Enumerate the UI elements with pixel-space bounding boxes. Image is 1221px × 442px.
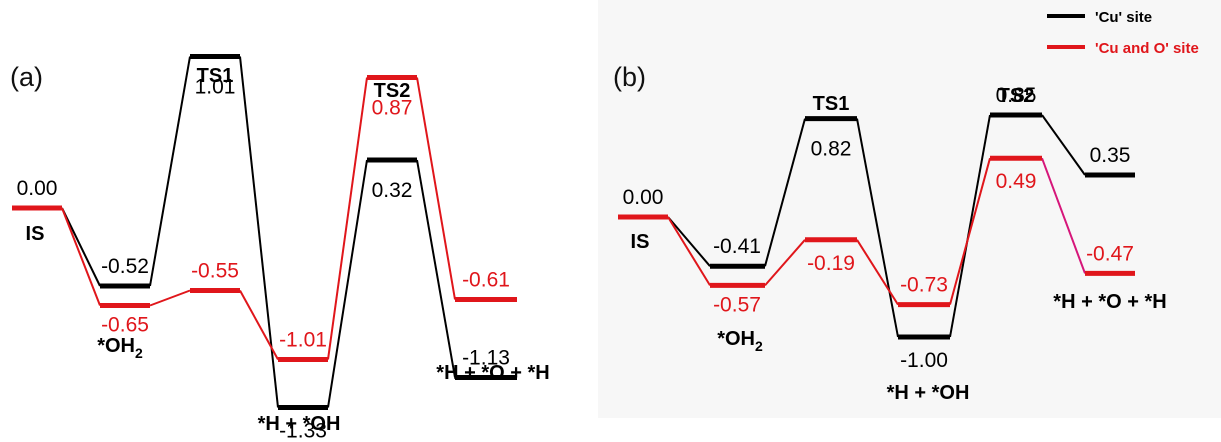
connector-cu-site-4 <box>416 159 456 378</box>
state-label-3: *H + *OH <box>258 413 341 435</box>
connector-cu-site-0 <box>61 207 101 287</box>
connector-cu-and-o-site-4 <box>1041 157 1086 274</box>
panel-b: (b) 0.00 -0.41 0.82 -1.00 0.85 0.35 -0.57 -0.19… <box>613 62 1167 404</box>
value-label-cu-and-o-site-5: -0.61 <box>462 269 510 292</box>
connector-cu-and-o-site-0 <box>667 216 711 286</box>
connector-cu-site-4 <box>1041 114 1086 176</box>
value-label-cu-and-o-site-4: 0.49 <box>996 170 1037 193</box>
panel-a-label: (a) <box>10 62 43 92</box>
value-label-cu-site-0: 0.00 <box>17 177 58 200</box>
value-label-cu-site-3: -1.00 <box>900 349 948 372</box>
series-cu-site: 0.00 -0.41 0.82 -1.00 0.85 0.35 <box>618 84 1135 372</box>
connector-cu-and-o-site-3 <box>327 77 368 360</box>
state-label-5: *H + *O + *H <box>1053 291 1166 313</box>
value-label-cu-site-5: 0.35 <box>1090 144 1131 167</box>
connector-cu-site-2 <box>239 56 279 408</box>
value-label-cu-and-o-site-5: -0.47 <box>1086 242 1134 265</box>
connector-cu-site-2 <box>856 118 899 338</box>
value-label-cu-and-o-site-1: -0.65 <box>101 314 149 337</box>
state-label-5: *H + *O + *H <box>436 362 549 384</box>
value-label-cu-and-o-site-3: -0.73 <box>900 274 948 297</box>
value-label-cu-site-2: 0.82 <box>811 138 852 161</box>
connector-cu-site-0 <box>667 216 711 267</box>
value-label-cu-and-o-site-1: -0.57 <box>713 293 761 316</box>
state-label-1: *OH2 <box>97 335 143 361</box>
panel-b-background <box>598 0 1221 418</box>
panel-b-label: (b) <box>613 62 646 92</box>
connector-cu-site-3 <box>949 114 991 338</box>
state-label-2: TS1 <box>197 65 234 87</box>
legend-label-cu-and-o: 'Cu and O' site <box>1095 40 1199 57</box>
value-label-cu-and-o-site-2: -0.19 <box>807 252 855 275</box>
value-label-cu-site-1: -0.52 <box>101 255 149 278</box>
legend: 'Cu' site 'Cu and O' site <box>1047 9 1199 57</box>
state-label-2: TS1 <box>813 93 850 115</box>
value-label-cu-and-o-site-2: -0.55 <box>191 260 239 283</box>
connector-cu-and-o-site-0 <box>61 207 101 306</box>
panel-a: (a) 0.00 -0.52 1.01 -1.33 0.32 -1.13 -0.65 -0.5… <box>10 54 550 442</box>
state-label-4: TS2 <box>998 85 1035 107</box>
series-cu-and-o-site: -0.57 -0.19 -0.73 0.49 -0.47 <box>618 155 1135 316</box>
value-label-cu-site-2: 1.01 <box>195 76 236 99</box>
connector-cu-and-o-site-1 <box>149 289 191 307</box>
value-label-cu-site-3: -1.33 <box>279 420 327 442</box>
connector-cu-and-o-site-1 <box>764 239 806 287</box>
state-label-4: TS2 <box>374 80 411 102</box>
value-label-cu-site-0: 0.00 <box>623 186 664 209</box>
series-cu-site: 0.00 -0.52 1.01 -1.33 0.32 -1.13 <box>12 54 517 442</box>
state-label-1: *OH2 <box>717 328 763 354</box>
value-label-cu-and-o-site-3: -1.01 <box>279 329 327 352</box>
value-label-cu-site-5: -1.13 <box>462 347 510 370</box>
connector-cu-site-1 <box>149 56 191 287</box>
connector-cu-and-o-site-3 <box>949 157 991 305</box>
state-label-3: *H + *OH <box>887 382 970 404</box>
value-label-cu-site-4: 0.32 <box>372 179 413 202</box>
state-label-0: IS <box>26 223 45 245</box>
value-label-cu-site-4: 0.85 <box>996 84 1037 107</box>
connector-cu-site-1 <box>764 118 806 267</box>
legend-label-cu: 'Cu' site <box>1095 9 1152 26</box>
connector-cu-and-o-site-2 <box>856 239 899 306</box>
connector-cu-and-o-site-4 <box>416 77 456 300</box>
value-label-cu-site-1: -0.41 <box>713 235 761 258</box>
connector-cu-site-3 <box>327 159 368 408</box>
value-label-cu-and-o-site-4: 0.87 <box>372 97 413 120</box>
connector-cu-and-o-site-2 <box>239 290 279 360</box>
series-cu-and-o-site: -0.65 -0.55 -1.01 0.87 -0.61 <box>12 75 517 362</box>
state-label-0: IS <box>631 231 650 253</box>
